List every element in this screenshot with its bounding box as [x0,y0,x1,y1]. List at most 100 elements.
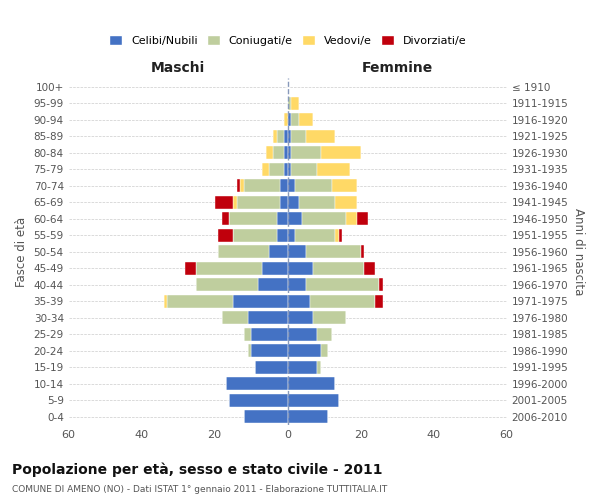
Y-axis label: Anni di nascita: Anni di nascita [572,208,585,296]
Bar [287,146,292,160]
Bar [269,245,287,258]
Bar [287,394,339,407]
Bar [244,328,251,341]
Bar [295,179,331,192]
Bar [280,196,287,209]
Bar [259,278,287,291]
Bar [317,328,331,341]
Bar [287,278,306,291]
Bar [215,196,233,209]
Text: Maschi: Maschi [151,61,205,75]
Bar [287,228,295,242]
Bar [379,278,383,291]
Y-axis label: Fasce di età: Fasce di età [15,216,28,287]
Bar [320,344,328,358]
Bar [185,262,196,275]
Bar [284,113,287,126]
Bar [262,262,287,275]
Bar [287,130,292,142]
Text: COMUNE DI AMENO (NO) - Dati ISTAT 1° gennaio 2011 - Elaborazione TUTTITALIA.IT: COMUNE DI AMENO (NO) - Dati ISTAT 1° gen… [12,485,387,494]
Bar [346,212,357,226]
Bar [287,262,313,275]
Bar [236,179,240,192]
Bar [229,212,277,226]
Bar [284,162,287,176]
Bar [255,360,287,374]
Bar [248,311,287,324]
Bar [287,344,320,358]
Bar [295,228,335,242]
Bar [320,146,361,160]
Bar [167,294,233,308]
Text: Femmine: Femmine [362,61,433,75]
Bar [331,179,357,192]
Legend: Celibi/Nubili, Coniugati/e, Vedovi/e, Divorziati/e: Celibi/Nubili, Coniugati/e, Vedovi/e, Di… [109,36,467,46]
Bar [287,179,295,192]
Bar [233,228,277,242]
Bar [287,162,292,176]
Bar [376,294,383,308]
Bar [302,212,346,226]
Bar [233,294,287,308]
Bar [277,228,287,242]
Bar [299,113,313,126]
Bar [287,410,328,424]
Bar [284,130,287,142]
Bar [310,294,376,308]
Bar [317,360,320,374]
Bar [292,146,320,160]
Bar [313,262,364,275]
Bar [269,162,284,176]
Bar [236,196,280,209]
Bar [364,262,376,275]
Bar [218,245,269,258]
Bar [196,278,259,291]
Bar [284,146,287,160]
Bar [287,113,292,126]
Bar [196,262,262,275]
Bar [218,228,233,242]
Bar [335,196,357,209]
Bar [287,96,292,110]
Bar [251,344,287,358]
Bar [292,130,306,142]
Bar [287,196,299,209]
Bar [361,245,364,258]
Bar [233,196,236,209]
Bar [244,179,280,192]
Bar [287,360,317,374]
Bar [277,130,284,142]
Bar [287,294,310,308]
Bar [306,130,335,142]
Bar [299,196,335,209]
Bar [222,212,229,226]
Bar [335,228,339,242]
Bar [292,96,299,110]
Bar [240,179,244,192]
Bar [287,245,306,258]
Bar [313,311,346,324]
Bar [357,212,368,226]
Bar [306,245,361,258]
Bar [339,228,343,242]
Bar [287,328,317,341]
Bar [317,162,350,176]
Bar [292,113,299,126]
Bar [273,130,277,142]
Bar [251,328,287,341]
Bar [277,212,287,226]
Bar [292,162,317,176]
Bar [226,377,287,390]
Bar [164,294,167,308]
Bar [262,162,269,176]
Bar [229,394,287,407]
Bar [287,377,335,390]
Text: Popolazione per età, sesso e stato civile - 2011: Popolazione per età, sesso e stato civil… [12,462,383,477]
Bar [273,146,284,160]
Bar [266,146,273,160]
Bar [244,410,287,424]
Bar [280,179,287,192]
Bar [287,212,302,226]
Bar [248,344,251,358]
Bar [287,311,313,324]
